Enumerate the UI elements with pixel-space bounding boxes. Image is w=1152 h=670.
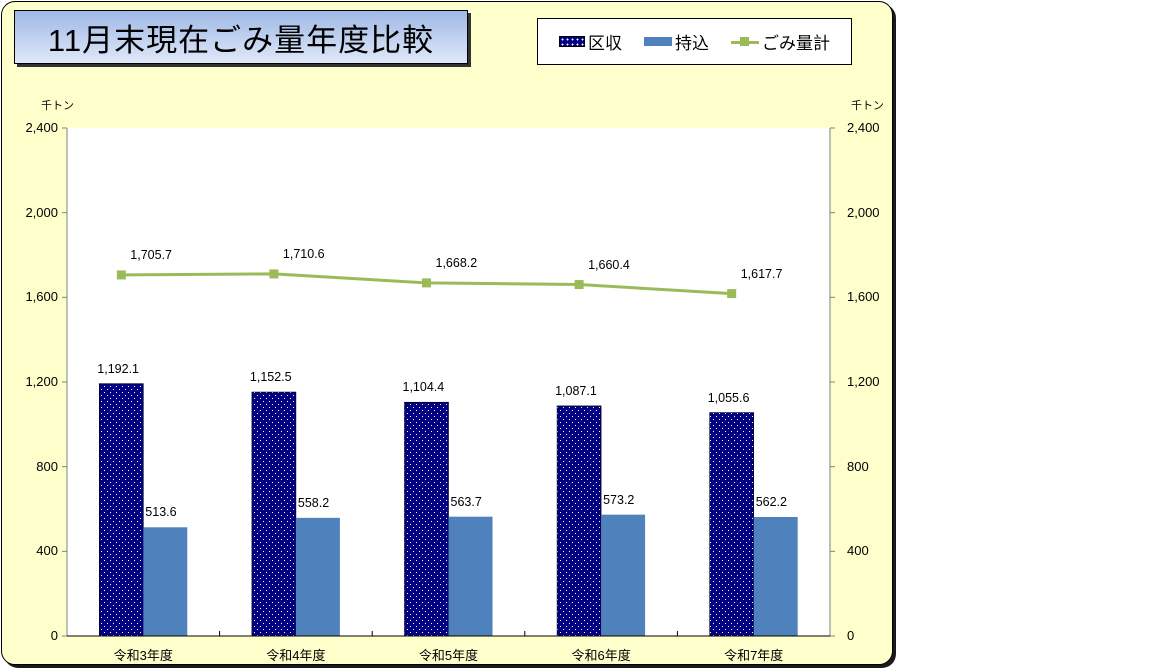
chart-title: 11月末現在ごみ量年度比較 xyxy=(47,22,435,58)
data-label-kushu: 1,104.4 xyxy=(402,380,445,395)
bar-mochikomi xyxy=(295,517,340,636)
right-axis-tick-label: 0 xyxy=(847,628,855,643)
legend-item-kushu: 区収 xyxy=(559,29,622,54)
left-axis-tick-label: 2,400 xyxy=(25,120,58,135)
x-axis-category-label: 令和6年度 xyxy=(571,648,631,663)
data-label-mochikomi: 573.2 xyxy=(603,492,635,507)
x-axis-category-label: 令和3年度 xyxy=(113,648,173,663)
line-marker-square-icon xyxy=(727,289,737,299)
data-label-total: 1,710.6 xyxy=(282,246,325,261)
right-axis-tick-label: 1,600 xyxy=(847,289,880,305)
data-label-kushu: 1,087.1 xyxy=(555,383,597,398)
legend-label: ごみ量計 xyxy=(762,34,830,53)
data-label-kushu: 1,152.5 xyxy=(249,370,292,385)
left-axis-tick-label: 400 xyxy=(36,543,58,559)
left-axis-tick-label: 800 xyxy=(36,458,58,474)
x-axis-category-label: 令和5年度 xyxy=(418,648,479,663)
data-label-kushu: 1,192.1 xyxy=(97,361,140,376)
line-marker-square-icon xyxy=(269,269,279,279)
bar-kushu xyxy=(251,391,297,637)
legend-item-total: ごみ量計 xyxy=(731,29,830,54)
bar-kushu xyxy=(404,401,449,637)
legend-swatch-bar-icon xyxy=(644,37,672,46)
right-axis-unit: 千トン xyxy=(851,100,884,112)
left-axis-tick-label: 1,200 xyxy=(25,374,58,389)
bar-kushu xyxy=(709,412,755,637)
bar-mochikomi xyxy=(448,516,493,636)
right-axis-tick-label: 400 xyxy=(847,543,869,559)
right-axis-tick-label: 1,200 xyxy=(847,374,880,389)
left-axis-tick-label: 1,600 xyxy=(25,289,58,305)
legend-label: 区収 xyxy=(588,34,622,53)
bar-kushu xyxy=(99,383,144,637)
right-axis-tick-label: 800 xyxy=(847,458,869,474)
legend-swatch-dotted-bar-icon xyxy=(559,36,585,47)
data-label-total: 1,705.7 xyxy=(130,247,173,262)
x-axis-category-label: 令和7年度 xyxy=(724,648,784,663)
line-marker-square-icon xyxy=(422,278,431,288)
bar-mochikomi xyxy=(143,527,188,636)
left-axis-tick-label: 2,000 xyxy=(25,204,58,220)
line-marker-square-icon xyxy=(116,270,126,280)
left-axis-tick-label: 0 xyxy=(50,628,58,643)
data-label-total: 1,617.7 xyxy=(740,266,783,281)
chart-title-box: 11月末現在ごみ量年度比較 xyxy=(14,10,468,64)
data-label-kushu: 1,055.6 xyxy=(707,390,750,405)
bar-mochikomi xyxy=(601,514,646,636)
data-label-mochikomi: 563.7 xyxy=(450,494,482,509)
legend-swatch-line-icon xyxy=(731,36,759,48)
chart-legend: 区収 持込 ごみ量計 xyxy=(537,18,852,65)
data-label-total: 1,660.4 xyxy=(588,257,630,272)
x-axis-category-label: 令和4年度 xyxy=(266,648,326,663)
left-axis-unit: 千トン xyxy=(41,100,74,112)
data-label-mochikomi: 558.2 xyxy=(297,495,330,510)
data-label-mochikomi: 562.2 xyxy=(755,495,787,509)
bar-mochikomi xyxy=(753,517,798,636)
legend-label: 持込 xyxy=(675,34,709,53)
right-axis-tick-label: 2,000 xyxy=(847,204,880,220)
bar-kushu xyxy=(556,405,602,637)
data-label-total: 1,668.2 xyxy=(435,255,478,270)
right-axis-tick-label: 2,400 xyxy=(847,120,880,135)
data-label-mochikomi: 513.6 xyxy=(145,505,177,520)
legend-item-mochikomi: 持込 xyxy=(644,29,709,54)
line-marker-square-icon xyxy=(574,280,584,290)
